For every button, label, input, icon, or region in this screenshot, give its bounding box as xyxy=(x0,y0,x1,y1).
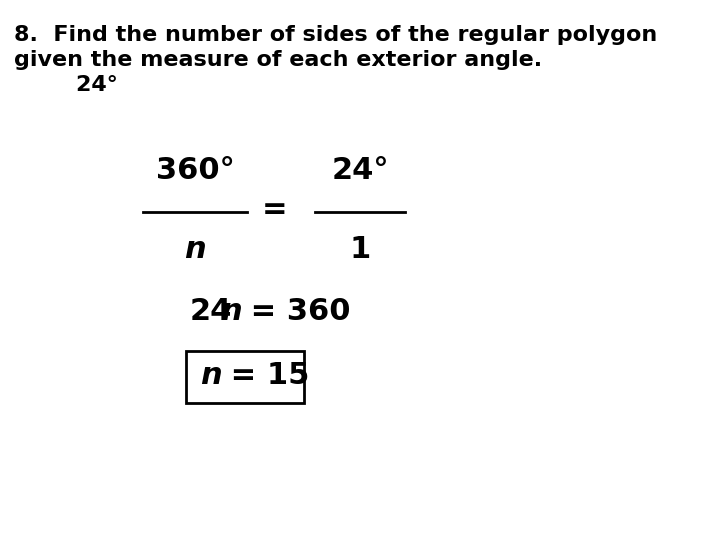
Text: n: n xyxy=(200,361,222,389)
Text: 24: 24 xyxy=(190,298,233,327)
Text: = 360: = 360 xyxy=(240,298,351,327)
Text: n: n xyxy=(184,235,206,264)
Text: 24°: 24° xyxy=(331,156,389,185)
Text: 1: 1 xyxy=(349,235,371,264)
Text: 24°: 24° xyxy=(14,75,118,95)
Text: given the measure of each exterior angle.: given the measure of each exterior angle… xyxy=(14,50,542,70)
Bar xyxy=(186,351,304,403)
Text: n: n xyxy=(220,298,242,327)
Text: 8.  Find the number of sides of the regular polygon: 8. Find the number of sides of the regul… xyxy=(14,25,657,45)
Text: = 15: = 15 xyxy=(220,361,310,389)
Text: 360°: 360° xyxy=(156,156,235,185)
Text: =: = xyxy=(262,195,288,225)
